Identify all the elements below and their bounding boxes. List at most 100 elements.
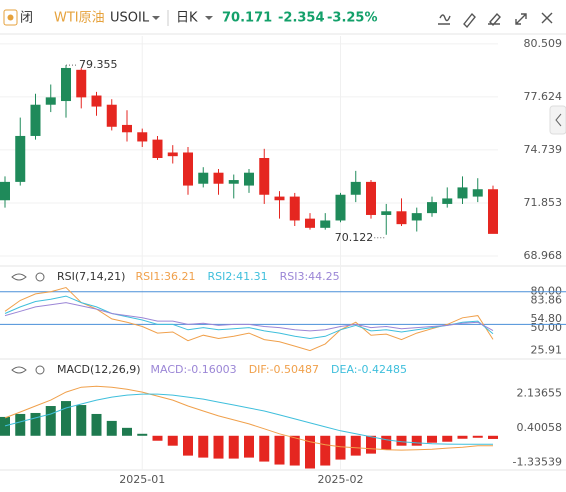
macd-bar	[15, 413, 26, 436]
macd-bar	[137, 433, 148, 436]
legend-entry: RSI3:44.25	[280, 270, 340, 283]
indicator-line	[4, 286, 494, 352]
y-tick-label: 77.624	[524, 90, 563, 103]
candle-body	[427, 202, 437, 214]
y-tick-label: 68.968	[524, 249, 563, 262]
low-label: 70.122	[335, 231, 374, 244]
candle-body	[488, 189, 498, 234]
macd-bar	[198, 435, 209, 458]
candle-body	[305, 218, 315, 228]
candle-body	[442, 198, 453, 204]
candle-body	[152, 139, 163, 159]
candle-body	[167, 152, 178, 157]
macd-bar	[61, 401, 71, 436]
candle-body	[91, 95, 102, 107]
macd-bar	[106, 420, 117, 436]
high-label: 79.355	[79, 58, 118, 71]
macd-bar	[183, 435, 193, 456]
candle-body	[472, 189, 483, 197]
candle-body	[411, 213, 422, 221]
price: 70.171	[222, 11, 272, 26]
side-tab-arrow	[555, 113, 562, 127]
candle-body	[350, 181, 361, 195]
macd-bar	[45, 406, 56, 436]
period[interactable]: 日K	[176, 11, 198, 26]
candle-body	[137, 132, 148, 142]
candle-body	[244, 172, 254, 186]
macd-bar	[259, 435, 270, 462]
legend-entry: DIF:-0.50487	[249, 363, 319, 376]
y-tick-label: 54.80	[531, 312, 563, 325]
y-tick-label: 25.91	[531, 344, 563, 357]
candle-body	[335, 194, 346, 221]
macd-bar	[427, 435, 437, 443]
y-tick-label: 50.00	[531, 321, 563, 334]
badge: 闭	[20, 11, 33, 26]
symbol: USOIL	[110, 11, 150, 26]
settings-icon[interactable]	[35, 365, 45, 375]
draw-tool[interactable]	[463, 12, 476, 29]
candle-body	[0, 181, 10, 201]
indicator-tool[interactable]	[438, 14, 451, 25]
candle-body	[30, 104, 41, 136]
macd-bar	[305, 435, 315, 469]
legend-entry: RSI1:36.21	[135, 270, 195, 283]
settings-icon[interactable]	[35, 272, 45, 282]
candle-body	[228, 180, 239, 184]
legend-entry: RSI2:41.31	[208, 270, 268, 283]
badge-dot	[7, 14, 14, 21]
title[interactable]: WTI原油	[54, 11, 105, 26]
candle-body	[76, 69, 87, 98]
macd-bar	[0, 416, 10, 436]
erase-tool[interactable]	[488, 12, 501, 27]
candle-body	[289, 196, 300, 221]
macd-bar	[122, 427, 132, 436]
rsi-icons	[11, 272, 45, 375]
candle-body	[320, 220, 331, 228]
macd-bar	[167, 435, 178, 446]
candle-body	[381, 211, 392, 215]
macd-bar	[366, 435, 376, 454]
close-tool[interactable]	[541, 12, 553, 24]
candle-body	[15, 135, 26, 182]
candle-body	[274, 196, 285, 201]
eye-icon[interactable]	[11, 273, 27, 281]
macd-bar	[442, 435, 453, 442]
candle-body	[183, 152, 193, 186]
indicator-line	[4, 302, 494, 332]
period-dropdown[interactable]	[205, 16, 213, 20]
candle-body	[396, 211, 407, 225]
macd-bar	[244, 435, 254, 458]
macd-bar	[76, 405, 87, 436]
macd-bar	[91, 413, 102, 436]
change: -2.354	[278, 11, 325, 26]
macd-bar	[274, 435, 285, 465]
x-tick-label: 2025-02	[318, 473, 364, 486]
side-tab[interactable]	[549, 105, 566, 135]
candle-body	[198, 172, 209, 184]
change-pct: -3.25%	[327, 11, 378, 26]
indicator-title: RSI(7,14,21)	[57, 270, 125, 283]
y-tick-label: 74.739	[524, 143, 563, 156]
macd-bar	[289, 435, 300, 466]
y-tick-label: 80.509	[524, 37, 563, 50]
candle-body	[45, 97, 56, 105]
indicator-line	[4, 295, 494, 340]
y-tick-label: -1.33539	[513, 455, 562, 468]
fullscreen-tool[interactable]	[515, 13, 527, 25]
macd-bar	[152, 435, 163, 441]
x-tick-label: 2025-01	[119, 473, 165, 486]
eye-icon[interactable]	[11, 366, 27, 374]
macd-bar	[213, 435, 224, 459]
toolbar	[438, 12, 553, 29]
symbol-dropdown[interactable]	[152, 16, 160, 20]
macd-bar	[228, 435, 239, 459]
macd-bar	[350, 435, 361, 456]
y-tick-label: 71.853	[524, 196, 563, 209]
candle-body	[61, 67, 71, 102]
indicator-line	[4, 393, 494, 445]
macd-bar	[30, 412, 41, 436]
candle-body	[259, 158, 270, 195]
